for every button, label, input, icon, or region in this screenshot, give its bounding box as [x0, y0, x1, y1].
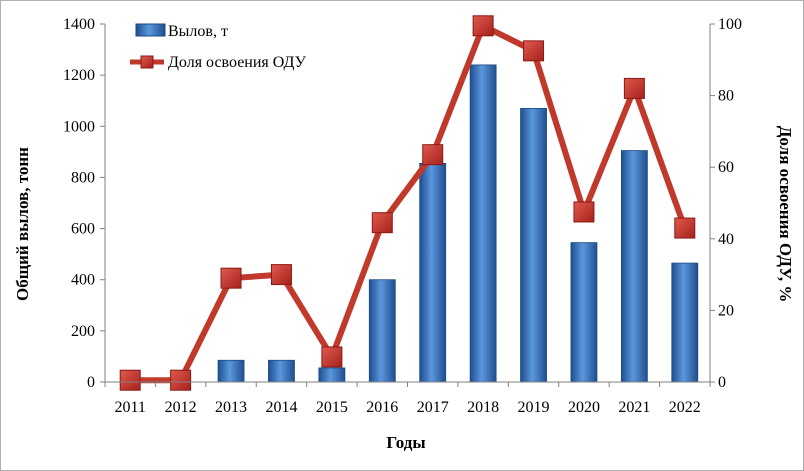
x-tick-label-2016: 2016 [366, 399, 398, 416]
bar-2016 [368, 279, 396, 383]
line-marker-2021 [623, 77, 645, 99]
line-marker-2016 [371, 212, 393, 234]
y-tick-left-label: 1200 [63, 67, 95, 84]
x-tick-label-2014: 2014 [265, 399, 297, 416]
axes [100, 23, 715, 387]
y-tick-left-label: 200 [71, 323, 95, 340]
bar-2017 [419, 162, 447, 383]
bar-2014 [268, 359, 295, 383]
line-marker-2012 [170, 369, 192, 391]
y-tick-left-label: 1000 [63, 118, 95, 135]
y-tick-left-label: 400 [71, 272, 95, 289]
bar-2015 [318, 367, 346, 383]
y-tick-right-label: 20 [718, 302, 734, 319]
bar-2018 [469, 64, 497, 383]
y-tick-left-label: 1400 [63, 16, 95, 33]
y-tick-right-label: 0 [718, 374, 726, 391]
y-axis-title-right: Доля освоения ОДУ, % [776, 126, 795, 303]
line-marker-2013 [220, 267, 242, 289]
tick-labels: 0 200 400 600 800 1000 1200 1400 0 20 40 60 80 100 201… [63, 16, 742, 416]
x-tick-label-2013: 2013 [215, 399, 247, 416]
legend-bar-swatch [135, 23, 166, 37]
x-tick-label-2015: 2015 [316, 399, 348, 416]
x-tick-label-2022: 2022 [669, 399, 701, 416]
y-tick-right-label: 100 [718, 16, 742, 33]
line-marker-2014 [270, 264, 292, 286]
x-tick-label-2020: 2020 [568, 399, 600, 416]
x-axis-title: Годы [386, 433, 425, 452]
y-tick-left-label: 800 [71, 169, 95, 186]
x-tick-label-2011: 2011 [115, 399, 146, 416]
line-marker-2022 [674, 217, 696, 239]
bar-2021 [620, 150, 648, 383]
y-tick-right-label: 80 [718, 88, 734, 105]
y-tick-left-label: 0 [87, 374, 95, 391]
line-marker-2017 [422, 144, 444, 166]
bar-series [217, 64, 699, 383]
x-tick-label-2017: 2017 [417, 399, 449, 416]
bar-2013 [217, 359, 245, 383]
line-marker-2018 [472, 15, 494, 37]
y-tick-left-label: 600 [71, 221, 95, 238]
bar-2022 [671, 262, 699, 383]
x-tick-label-2019: 2019 [518, 399, 550, 416]
legend-line-marker [140, 55, 154, 69]
line-path [130, 22, 688, 384]
bar-2019 [520, 107, 547, 383]
x-tick-label-2021: 2021 [618, 399, 650, 416]
line-marker-2015 [321, 346, 343, 368]
y-tick-right-label: 60 [718, 159, 734, 176]
legend-label-bar: Вылов, т [168, 23, 228, 40]
line-marker-2011 [119, 369, 141, 391]
legend-label-line: Доля освоения ОДУ [168, 54, 307, 71]
legend: Вылов, т Доля освоения ОДУ [130, 23, 307, 71]
line-series [119, 15, 696, 391]
bar-2020 [570, 242, 598, 383]
x-tick-label-2012: 2012 [165, 399, 197, 416]
line-marker-2020 [573, 201, 595, 223]
y-axis-title-left: Общий вылов, тонн [13, 147, 32, 301]
x-tick-label-2018: 2018 [467, 399, 499, 416]
line-marker-2019 [523, 40, 545, 62]
y-tick-right-label: 40 [718, 231, 734, 248]
